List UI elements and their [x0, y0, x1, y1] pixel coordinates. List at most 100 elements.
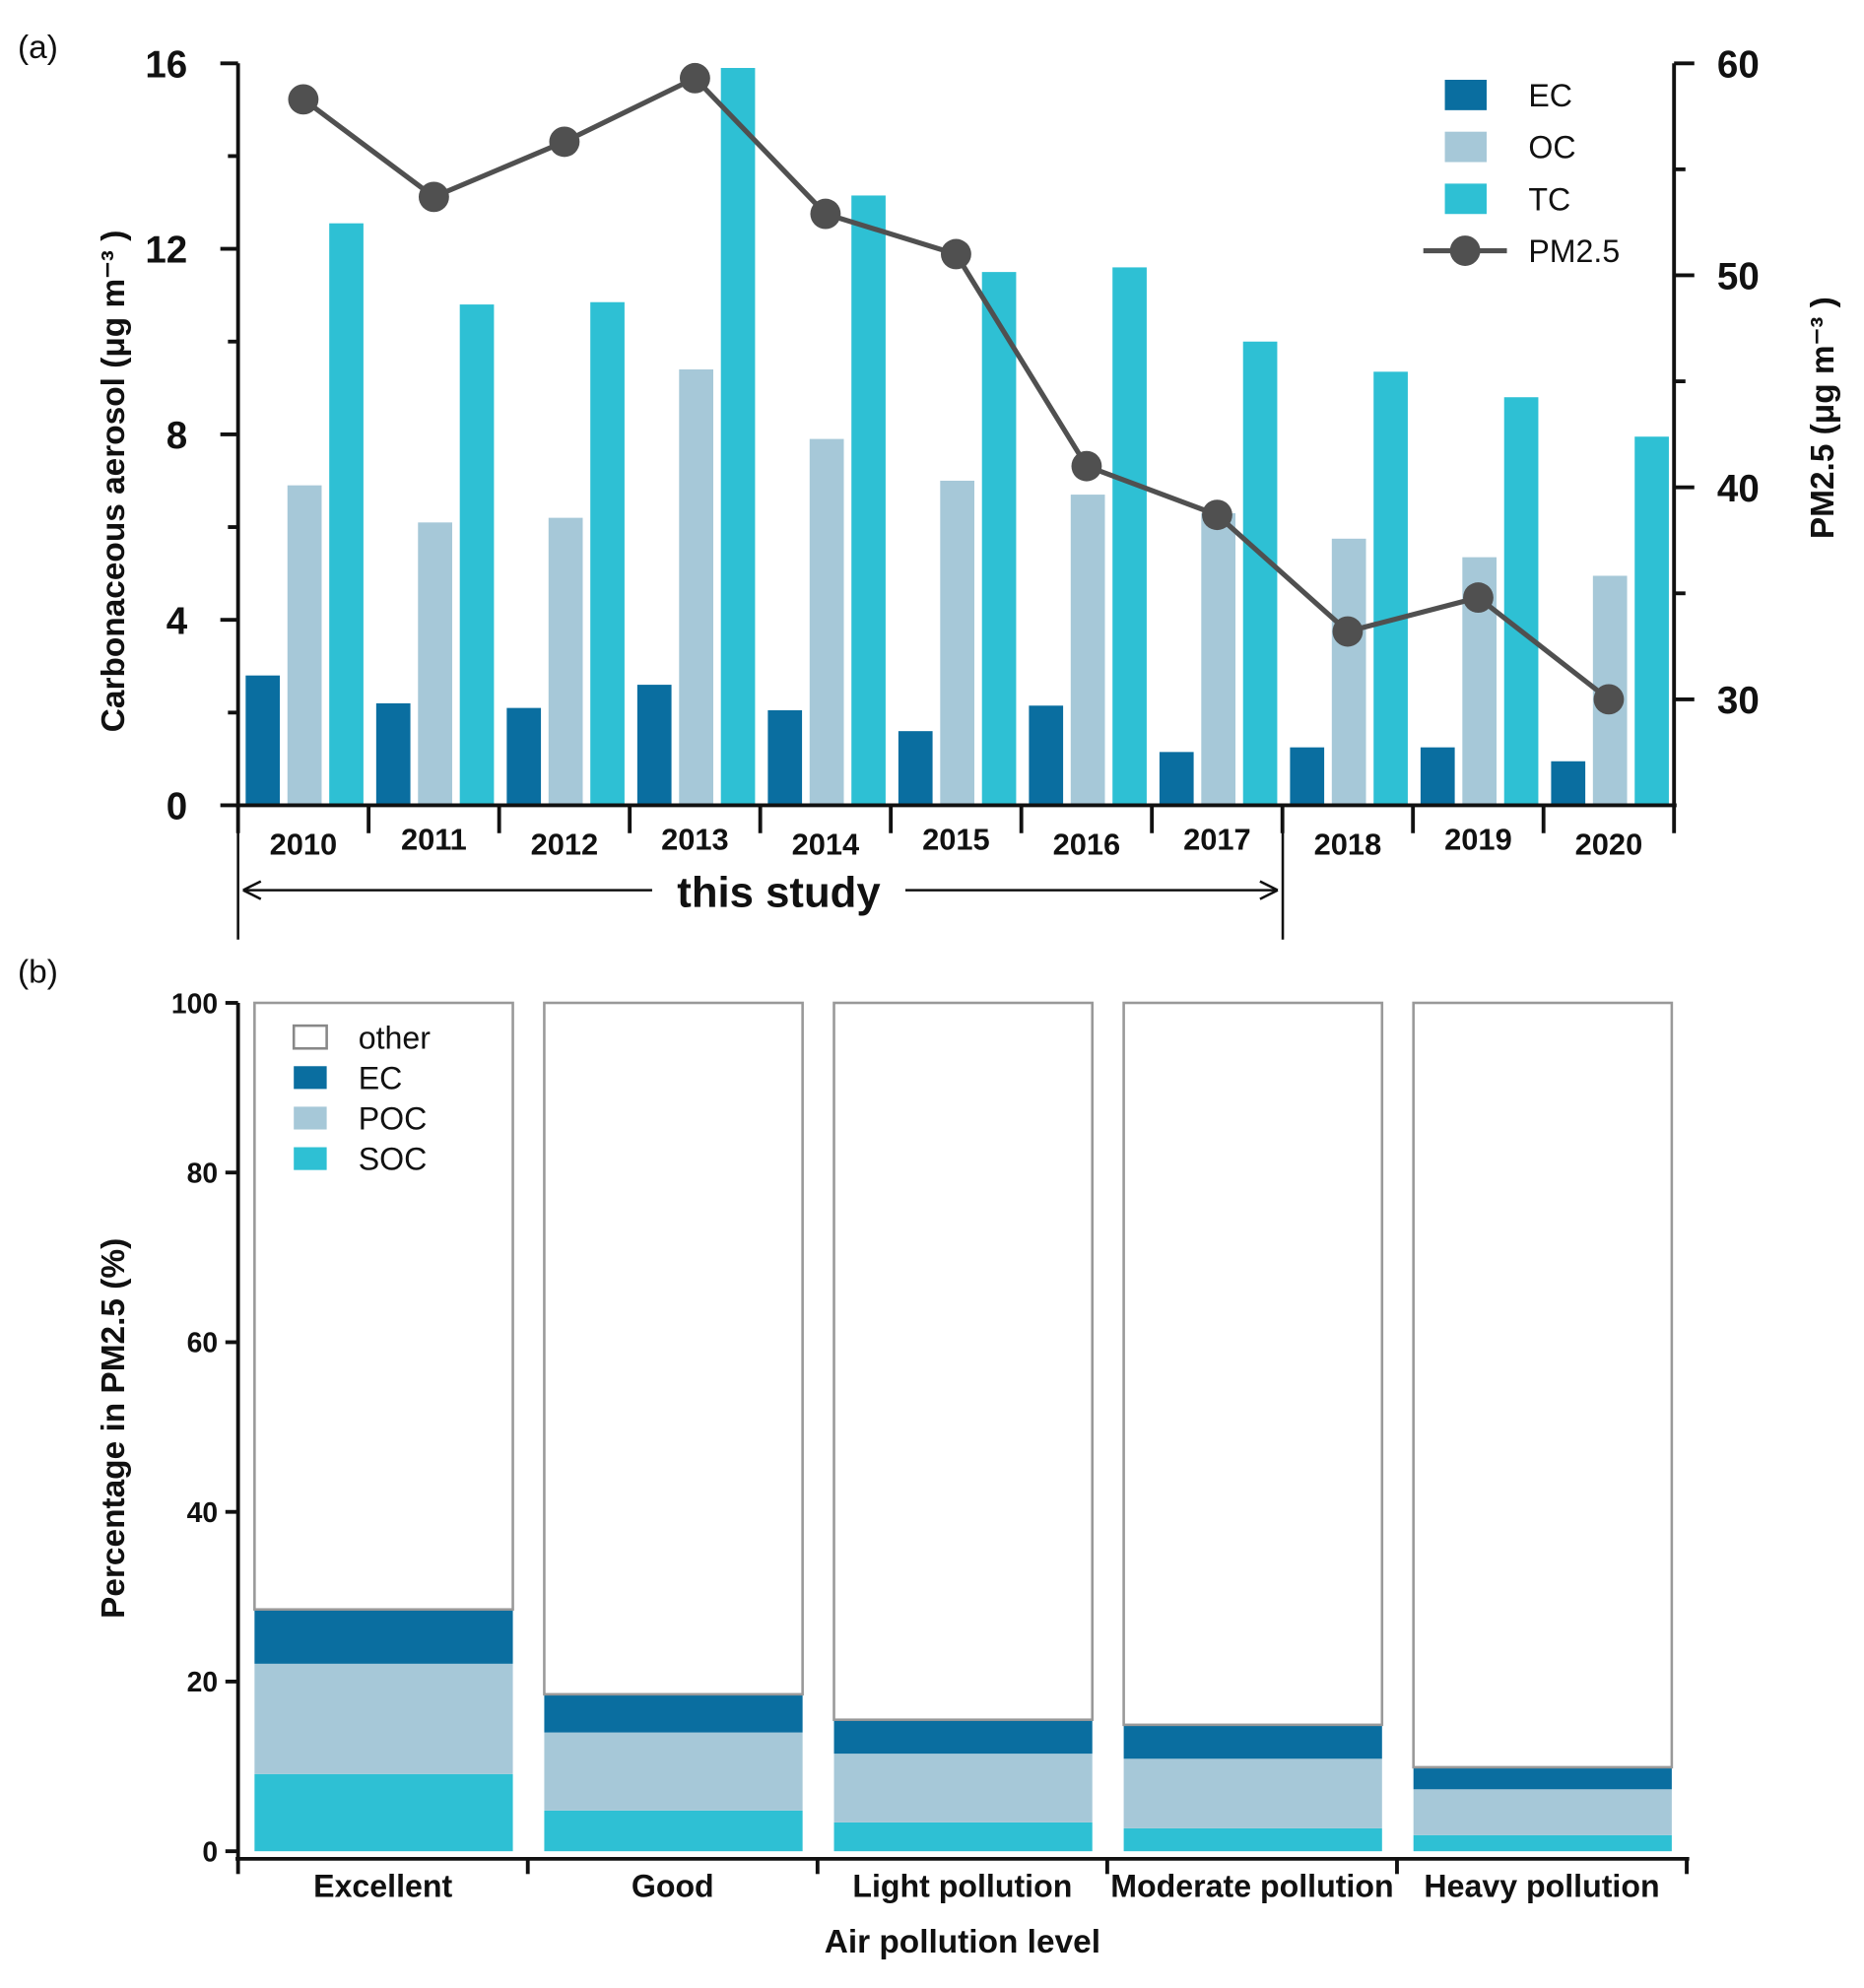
- legend-swatch-other: [292, 1024, 328, 1050]
- pm25-point-2016: [1071, 450, 1102, 482]
- bar-tc-2018: [1373, 371, 1408, 806]
- x-tick-label: Good: [632, 1868, 714, 1903]
- y-tick-label: 100: [171, 987, 218, 1019]
- bar-ec-2019: [1420, 747, 1455, 806]
- x-tick-label: 2010: [270, 828, 338, 862]
- x-tick-label: 2020: [1575, 828, 1643, 862]
- x-tick-label: Excellent: [313, 1868, 452, 1903]
- bar-other-good: [543, 1001, 804, 1696]
- bar-ec-2017: [1159, 752, 1194, 806]
- x-tick-label: 2015: [922, 822, 990, 856]
- pm25-point-2013: [679, 62, 710, 94]
- bar-oc-2018: [1331, 538, 1366, 806]
- right-y-tick-label: 30: [1717, 680, 1760, 722]
- bar-tc-2012: [590, 301, 625, 806]
- bar-other-light-pollution: [832, 1001, 1095, 1721]
- bar-oc-2012: [548, 517, 583, 806]
- x-tick-label: Light pollution: [852, 1868, 1072, 1903]
- x-tick-label: 2011: [401, 822, 467, 856]
- pm25-point-2015: [940, 238, 971, 270]
- bar-other-heavy-pollution: [1412, 1001, 1674, 1769]
- bar-ec-2012: [506, 707, 542, 806]
- this-study-annotation: this study: [677, 868, 881, 916]
- arrowheads: [242, 880, 1279, 900]
- chart-b: Excellent Good Light pollution Moderate pol…: [171, 987, 1690, 1903]
- x-tick-label: 2017: [1183, 822, 1251, 856]
- bar-ec-moderate-pollution: [1123, 1724, 1382, 1759]
- y-tick-label: 20: [187, 1666, 218, 1697]
- bar-tc-2014: [851, 195, 886, 806]
- pm25-point-2017: [1202, 499, 1232, 531]
- legend-label-tc: TC: [1528, 181, 1570, 217]
- pm25-point-2019: [1463, 582, 1494, 614]
- bar-poc-good: [544, 1732, 803, 1811]
- chart-a-right-axis-label: PM2.5 (μg m⁻³ ): [1805, 297, 1841, 539]
- y-tick-label: 60: [187, 1327, 218, 1358]
- bar-ec-good: [544, 1693, 803, 1733]
- bar-tc-2010: [329, 223, 364, 806]
- legend-swatch-ec: [294, 1066, 327, 1090]
- bar-oc-2010: [287, 485, 322, 806]
- chart-b-x-axis-label: Air pollution level: [825, 1924, 1100, 1960]
- legend-label-soc: SOC: [359, 1142, 428, 1177]
- legend-swatch-poc: [294, 1106, 327, 1130]
- chart-a-left-axis-label: Carbonaceous aerosol (μg m⁻³ ): [96, 231, 132, 733]
- legend-swatch-soc: [294, 1147, 327, 1170]
- legend-label-poc: POC: [359, 1101, 428, 1137]
- bar-tc-2015: [981, 272, 1017, 806]
- bar-oc-2017: [1201, 512, 1236, 806]
- bar-oc-2015: [940, 480, 974, 806]
- legend-swatch-tc: [1444, 183, 1487, 215]
- y-tick-label: 40: [187, 1496, 218, 1528]
- bar-ec-light-pollution: [833, 1719, 1093, 1755]
- bar-soc-good: [544, 1810, 803, 1852]
- bar-oc-2016: [1070, 495, 1105, 806]
- bar-other-excellent: [253, 1001, 514, 1612]
- bar-soc-excellent: [254, 1773, 513, 1852]
- legend-label-ec: EC: [1528, 78, 1572, 113]
- left-y-tick-label: 8: [166, 415, 187, 457]
- x-tick-label: 2012: [531, 828, 599, 862]
- right-y-tick-label: 60: [1717, 43, 1760, 86]
- bar-soc-light-pollution: [833, 1822, 1093, 1852]
- chart-b-y-axis-label: Percentage in PM2.5 (%): [96, 1238, 132, 1619]
- bar-tc-2017: [1242, 341, 1278, 806]
- bar-poc-heavy-pollution: [1413, 1789, 1672, 1835]
- bar-ec-2010: [245, 675, 281, 806]
- pm25-point-2018: [1332, 616, 1364, 647]
- left-y-tick-label: 0: [166, 786, 187, 828]
- bar-soc-heavy-pollution: [1413, 1834, 1672, 1852]
- bar-oc-2013: [679, 368, 713, 806]
- x-tick-label: 2019: [1444, 822, 1512, 856]
- legend-label-pm2.5: PM2.5: [1528, 233, 1620, 269]
- left-y-tick-label: 16: [145, 43, 187, 86]
- bar-tc-2016: [1112, 267, 1147, 806]
- x-tick-label: 2016: [1053, 828, 1121, 862]
- legend-label-ec: EC: [359, 1060, 403, 1095]
- left-y-tick-label: 4: [166, 600, 188, 642]
- left-y-tick-label: 12: [145, 230, 187, 272]
- legend-marker-pm25: [1449, 235, 1481, 266]
- bar-ec-2014: [767, 709, 803, 806]
- x-tick-label: 2018: [1314, 828, 1382, 862]
- bar-tc-2013: [720, 67, 756, 806]
- legend-label-oc: OC: [1528, 130, 1575, 166]
- pm25-point-2014: [810, 198, 841, 230]
- legend-swatch-ec: [1444, 79, 1487, 110]
- bar-ec-2013: [636, 685, 672, 806]
- y-tick-label: 80: [187, 1158, 218, 1189]
- y-tick-label: 0: [202, 1835, 218, 1867]
- chart-a: 2010 2011 2012 2013 2014 2015 2016 2017 2018 2019…: [145, 43, 1760, 940]
- x-tick-label: 2013: [661, 822, 729, 856]
- pm25-point-2011: [418, 181, 449, 213]
- bar-oc-2011: [418, 522, 452, 806]
- bar-oc-2014: [809, 438, 844, 806]
- x-tick-label: 2014: [792, 828, 860, 862]
- bar-tc-2020: [1634, 436, 1669, 806]
- bar-ec-heavy-pollution: [1413, 1766, 1672, 1790]
- bar-other-moderate-pollution: [1122, 1001, 1384, 1727]
- pm25-point-2012: [549, 126, 580, 158]
- panel-b-label: (b): [18, 954, 58, 990]
- legend-swatch-oc: [1444, 131, 1487, 163]
